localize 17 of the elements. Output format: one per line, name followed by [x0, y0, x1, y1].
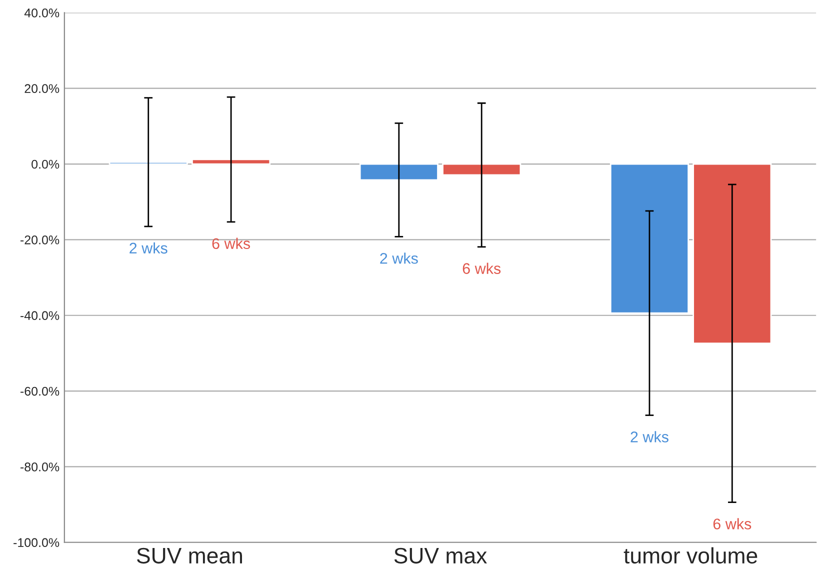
text: 6 wks: [462, 262, 501, 274]
y-tick-label: -20.0%: [20, 236, 60, 244]
text: 2 wks: [130, 242, 168, 254]
y-tick-label: -40.0%: [20, 311, 60, 320]
y-tick-label: 0.0%: [32, 160, 60, 169]
y-tick-label: 20.0%: [24, 84, 60, 94]
y-tick-label: 40.0%: [24, 8, 60, 18]
y-tick-label: -80.0%: [20, 462, 60, 472]
text: 6 wks: [212, 238, 250, 250]
x-tick-label: SUV mean: [136, 548, 242, 564]
y-tick-label: -100.0%: [14, 538, 60, 548]
y-tick-label: -60.0%: [20, 386, 60, 396]
x-tick-label: SUV max: [394, 548, 487, 564]
text: 6 wks: [713, 518, 752, 530]
text: 2 wks: [380, 252, 418, 264]
text: 2 wks: [630, 431, 668, 442]
x-tick-label: tumor volume: [624, 547, 758, 564]
